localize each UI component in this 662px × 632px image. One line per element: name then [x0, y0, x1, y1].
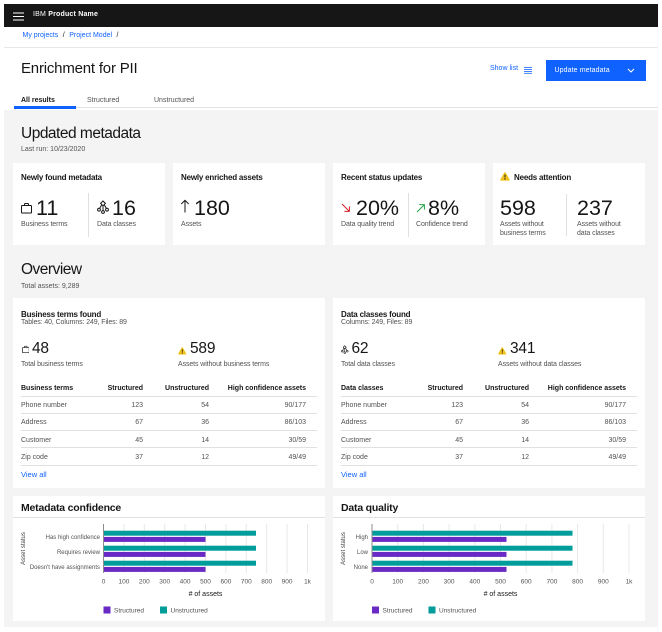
svg-text:# of assets: # of assets — [484, 591, 518, 598]
svg-text:700: 700 — [546, 579, 557, 586]
svg-text:# of assets: # of assets — [189, 591, 223, 598]
svg-text:Structured: Structured — [383, 608, 413, 615]
svg-text:Asset status: Asset status — [341, 532, 347, 565]
svg-text:500: 500 — [200, 579, 211, 586]
svg-text:None: None — [354, 565, 369, 571]
svg-text:100: 100 — [118, 579, 129, 586]
svg-text:800: 800 — [261, 579, 272, 586]
svg-text:Low: Low — [357, 550, 369, 556]
svg-text:300: 300 — [159, 579, 170, 586]
svg-text:Has high confidence: Has high confidence — [46, 535, 101, 541]
svg-text:Unstructured: Unstructured — [171, 608, 209, 615]
svg-text:Unstructured: Unstructured — [439, 608, 477, 615]
svg-text:700: 700 — [241, 579, 252, 586]
svg-text:0: 0 — [102, 579, 106, 586]
svg-text:Doesn't have assignments: Doesn't have assignments — [30, 565, 100, 571]
svg-text:800: 800 — [572, 579, 583, 586]
svg-text:600: 600 — [521, 579, 532, 586]
svg-text:0: 0 — [370, 579, 374, 586]
svg-text:900: 900 — [282, 579, 293, 586]
svg-text:200: 200 — [418, 579, 429, 586]
svg-text:Requires review: Requires review — [57, 550, 101, 556]
svg-text:High: High — [356, 535, 368, 541]
svg-text:500: 500 — [495, 579, 506, 586]
svg-text:Structured: Structured — [114, 608, 144, 615]
svg-text:400: 400 — [180, 579, 191, 586]
svg-text:200: 200 — [139, 579, 150, 586]
svg-text:300: 300 — [444, 579, 455, 586]
svg-text:Asset status: Asset status — [21, 532, 27, 565]
svg-text:100: 100 — [392, 579, 403, 586]
svg-text:1k: 1k — [626, 579, 634, 586]
svg-text:900: 900 — [598, 579, 609, 586]
svg-text:600: 600 — [220, 579, 231, 586]
svg-text:400: 400 — [469, 579, 480, 586]
svg-text:1k: 1k — [304, 579, 312, 586]
